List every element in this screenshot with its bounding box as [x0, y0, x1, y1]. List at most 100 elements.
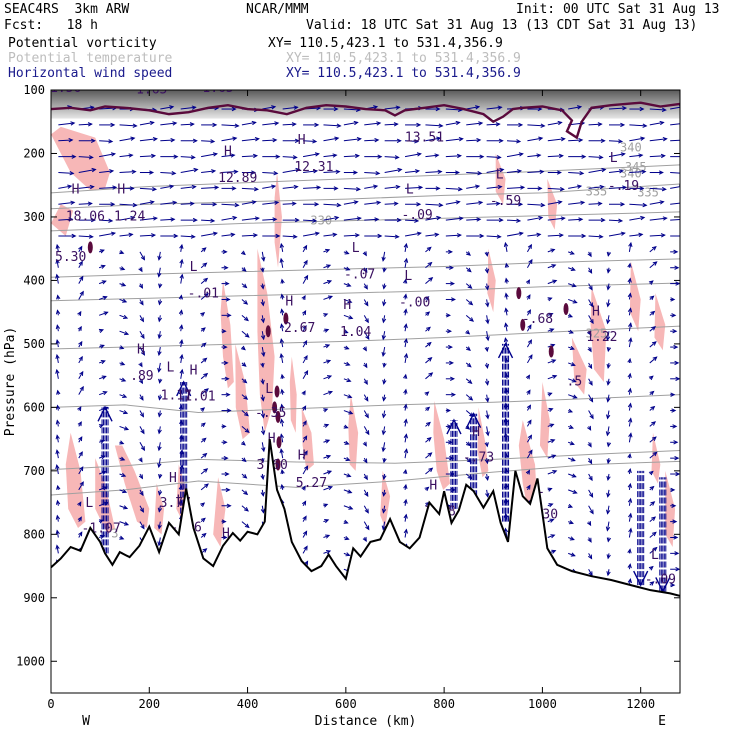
wind-vector-head [606, 475, 611, 482]
wind-vector-head [571, 283, 577, 288]
wind-vector [78, 235, 93, 238]
wind-vector-head [436, 136, 442, 141]
wind-vector-head [157, 541, 162, 547]
wind-vector-head [260, 318, 266, 324]
wind-vector [607, 299, 610, 307]
y-tick-label: 300 [23, 210, 45, 224]
wind-vector-head [275, 233, 281, 239]
wind-vector-head [552, 279, 558, 284]
wind-vector-head [518, 152, 524, 157]
wind-vector [78, 156, 93, 158]
wind-vector-head [243, 300, 249, 305]
wind-vector-head [428, 467, 434, 473]
wind-vector-head [587, 442, 592, 448]
wind-vector-head [312, 218, 318, 223]
wind-vector [303, 140, 317, 143]
wind-vector-head [123, 410, 129, 415]
wind-vector-head [70, 121, 76, 126]
wind-vector [200, 388, 209, 396]
hl-label: L [651, 548, 659, 563]
wind-vector-head [313, 169, 319, 174]
wind-vector-head [303, 450, 308, 456]
wind-vector-head [627, 372, 632, 378]
wind-vector-head [324, 328, 330, 333]
wind-vector-head [170, 137, 176, 143]
x-tick-label: 400 [237, 697, 259, 711]
wind-vector-head [548, 503, 554, 508]
wind-vector [180, 354, 183, 364]
wind-vector-head [620, 202, 626, 207]
wind-vector [241, 394, 248, 400]
wind-vector-head [110, 231, 117, 236]
wind-vector-head [323, 408, 329, 413]
y-tick-label: 700 [23, 464, 45, 478]
wind-vector-head [191, 105, 197, 110]
wind-vector-head [418, 185, 424, 190]
wind-vector [280, 449, 284, 459]
wind-vector-head [403, 338, 409, 344]
pv-blob [563, 302, 569, 315]
wind-vector-head [179, 324, 184, 330]
wind-vector-head [547, 487, 553, 492]
updraft-vector-head [176, 380, 192, 397]
wind-vector [649, 234, 665, 237]
wind-vector-head [627, 402, 633, 408]
wind-vector [200, 483, 209, 491]
wind-vector [364, 139, 379, 142]
wind-vector-head [363, 458, 368, 464]
wind-vector-head [157, 395, 163, 401]
wind-vector [628, 338, 632, 348]
wind-vector-head [382, 458, 387, 464]
wind-vector-head [55, 368, 60, 374]
wind-vector [382, 426, 386, 435]
wind-vector-head [451, 297, 456, 302]
wind-vector [280, 353, 284, 364]
wind-vector [158, 537, 161, 546]
wind-vector-head [403, 257, 409, 263]
hl-label: H [298, 133, 306, 148]
wind-vector-head [123, 314, 129, 319]
wind-vector-head [344, 535, 350, 541]
wind-vector [425, 277, 433, 284]
wind-vector [649, 451, 657, 459]
wind-vector-head [157, 317, 163, 323]
wind-vector-head [466, 346, 471, 352]
wind-vector-head [333, 106, 339, 112]
wind-vector-head [572, 299, 578, 304]
wind-vector [404, 324, 407, 332]
wind-vector [323, 455, 331, 459]
wind-vector-head [190, 155, 196, 160]
wind-vector-head [675, 471, 680, 477]
hl-label: L [352, 241, 360, 256]
wind-vector-head [55, 324, 61, 330]
wind-vector [262, 139, 277, 142]
wind-vector-head [570, 457, 576, 462]
wind-vector [568, 139, 583, 142]
wind-vector-head [254, 216, 260, 221]
wind-vector [404, 529, 407, 538]
wind-vector-head [465, 425, 471, 430]
wind-vector-head [569, 441, 575, 446]
wind-vector [629, 124, 647, 127]
wind-vector [404, 434, 407, 443]
wind-vector [505, 323, 508, 332]
wind-vector-head [485, 302, 490, 308]
wind-vector-head [232, 215, 238, 221]
wind-vector-head [140, 334, 145, 340]
wind-vector-head [458, 136, 464, 142]
wind-vector [241, 138, 259, 142]
wind-vector-head [332, 232, 338, 238]
wind-vector-head [434, 232, 440, 238]
wind-vector-head [599, 184, 605, 190]
wind-vector [384, 156, 399, 158]
wind-vector-head [121, 377, 127, 382]
wind-vector-head [674, 360, 680, 366]
wind-vector [302, 546, 308, 554]
wind-vector [343, 121, 358, 126]
wind-vector [303, 170, 318, 174]
wind-vector [119, 410, 128, 414]
wind-vector [201, 232, 217, 237]
wind-vector-head [427, 452, 433, 457]
wind-vector [445, 121, 460, 126]
wind-vector-head [303, 465, 309, 471]
